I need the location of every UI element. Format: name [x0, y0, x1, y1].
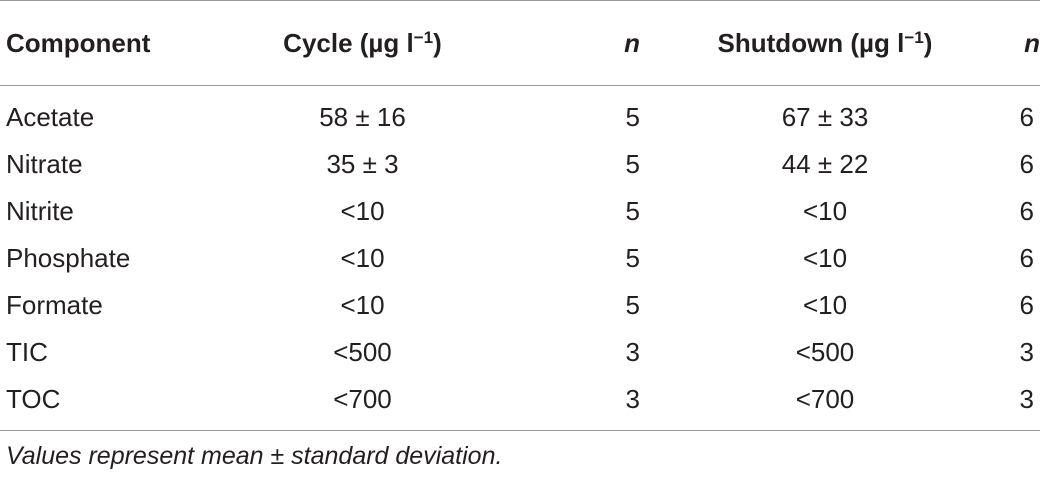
cell-component: Nitrate — [6, 149, 83, 179]
table-bottom-rule — [0, 430, 1040, 431]
header-shutdown: Shutdown (µg l−1) — [640, 0, 1010, 86]
header-n-cycle: n — [500, 0, 640, 86]
header-cycle: Cycle (µg l−1) — [225, 0, 500, 86]
cell-cycle: 35 ± 3 — [326, 149, 399, 179]
cell-shutdown: <700 — [795, 384, 855, 414]
cell-n-shutdown: 6 — [1019, 149, 1034, 179]
cell-n-shutdown: 3 — [1019, 337, 1034, 367]
cell-n-cycle: 5 — [625, 149, 640, 179]
cell-component: Formate — [6, 290, 103, 320]
header-component: Component — [0, 0, 225, 86]
cell-cycle: <10 — [340, 290, 385, 320]
cell-cycle: <10 — [340, 196, 385, 226]
cell-shutdown: 67 ± 33 — [781, 102, 869, 132]
cell-component: Acetate — [6, 102, 95, 132]
table-row: TOC <700 3 <700 3 — [0, 376, 1040, 423]
header-cycle-label: Cycle (µg l — [283, 27, 414, 58]
cell-component: Phosphate — [6, 243, 131, 273]
cell-n-shutdown: 6 — [1019, 102, 1034, 132]
cell-cycle: <700 — [333, 384, 392, 414]
header-n-shutdown-label: n — [1024, 27, 1040, 58]
table-header-row: Component Cycle (µg l−1) n Shutdown (µg … — [0, 0, 1040, 86]
cell-n-cycle: 5 — [625, 243, 640, 273]
cell-n-cycle: 5 — [625, 102, 640, 132]
header-cycle-exponent: −1 — [413, 27, 434, 47]
cell-n-cycle: 3 — [625, 384, 640, 414]
table-row: Phosphate <10 5 <10 6 — [0, 235, 1040, 282]
cell-component: TIC — [6, 337, 48, 367]
cell-component: Nitrite — [6, 196, 74, 226]
header-n-cycle-label: n — [624, 27, 640, 58]
data-table-container: Component Cycle (µg l−1) n Shutdown (µg … — [0, 0, 1040, 423]
cell-n-shutdown: 6 — [1019, 196, 1034, 226]
table-footnote: Values represent mean ± standard deviati… — [6, 442, 503, 470]
cell-shutdown: <10 — [802, 243, 848, 273]
cell-n-cycle: 5 — [625, 290, 640, 320]
cell-n-shutdown: 3 — [1019, 384, 1034, 414]
cell-n-shutdown: 6 — [1019, 243, 1034, 273]
cell-shutdown: <500 — [795, 337, 855, 367]
cell-cycle: <10 — [340, 243, 385, 273]
cell-n-cycle: 3 — [625, 337, 640, 367]
header-n-shutdown: n — [1010, 0, 1040, 86]
header-cycle-close: ) — [433, 27, 442, 58]
cell-shutdown: 44 ± 22 — [781, 149, 869, 179]
header-shutdown-close: ) — [923, 27, 933, 58]
cell-n-shutdown: 6 — [1019, 290, 1034, 320]
header-shutdown-exponent: −1 — [904, 27, 924, 47]
cell-shutdown: <10 — [802, 290, 848, 320]
cell-cycle: 58 ± 16 — [319, 102, 406, 132]
table-row: TIC <500 3 <500 3 — [0, 329, 1040, 376]
concentration-table: Component Cycle (µg l−1) n Shutdown (µg … — [0, 0, 1040, 423]
cell-n-cycle: 5 — [625, 196, 640, 226]
header-shutdown-label: Shutdown (µg l — [717, 27, 905, 58]
cell-component: TOC — [6, 384, 61, 414]
cell-shutdown: <10 — [802, 196, 848, 226]
table-row: Acetate 58 ± 16 5 67 ± 33 6 — [0, 86, 1040, 142]
table-row: Formate <10 5 <10 6 — [0, 282, 1040, 329]
table-row: Nitrite <10 5 <10 6 — [0, 188, 1040, 235]
table-row: Nitrate 35 ± 3 5 44 ± 22 6 — [0, 141, 1040, 188]
cell-cycle: <500 — [333, 337, 392, 367]
